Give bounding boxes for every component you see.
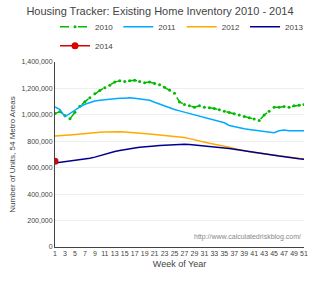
svg-text:2011: 2011 (158, 23, 176, 32)
svg-text:3: 3 (63, 250, 67, 257)
svg-text:1: 1 (53, 250, 57, 257)
svg-text:39: 39 (240, 250, 248, 257)
svg-text:31: 31 (201, 250, 209, 257)
svg-text:23: 23 (161, 250, 169, 257)
svg-text:9: 9 (93, 250, 97, 257)
svg-text:2014: 2014 (95, 42, 113, 51)
svg-text:800,000: 800,000 (27, 138, 52, 145)
svg-text:27: 27 (181, 250, 189, 257)
svg-text:37: 37 (230, 250, 238, 257)
svg-text:11: 11 (101, 250, 108, 257)
svg-text:45: 45 (270, 250, 278, 257)
svg-text:21: 21 (151, 250, 159, 257)
svg-text:600,000: 600,000 (27, 164, 52, 171)
svg-text:7: 7 (83, 250, 87, 257)
svg-text:35: 35 (220, 250, 228, 257)
svg-text:Housing Tracker: Existing Home: Housing Tracker: Existing Home Inventory… (26, 5, 293, 17)
svg-text:400,000: 400,000 (27, 191, 52, 198)
svg-text:2013: 2013 (285, 23, 303, 32)
svg-text:15: 15 (121, 250, 129, 257)
svg-text:Week of Year: Week of Year (153, 259, 206, 269)
svg-text:200,000: 200,000 (27, 217, 52, 224)
svg-text:49: 49 (290, 250, 298, 257)
svg-text:1,000,000: 1,000,000 (21, 111, 52, 118)
svg-text:2012: 2012 (222, 23, 240, 32)
svg-text:47: 47 (280, 250, 288, 257)
svg-text:http://www.calculatedriskblog.: http://www.calculatedriskblog.com/ (194, 233, 301, 241)
svg-text:41: 41 (250, 250, 258, 257)
svg-text:17: 17 (131, 250, 139, 257)
svg-text:1,400,000: 1,400,000 (21, 58, 52, 65)
svg-text:33: 33 (210, 250, 218, 257)
svg-text:2010: 2010 (95, 23, 113, 32)
svg-text:51: 51 (300, 250, 308, 257)
svg-text:1,200,000: 1,200,000 (21, 85, 52, 92)
svg-text:19: 19 (141, 250, 149, 257)
svg-text:13: 13 (111, 250, 119, 257)
svg-text:43: 43 (260, 250, 268, 257)
svg-text:25: 25 (171, 250, 179, 257)
svg-text:5: 5 (73, 250, 77, 257)
svg-text:29: 29 (191, 250, 199, 257)
svg-text:0: 0 (49, 243, 53, 250)
svg-text:Number of Units, 54 Metro Area: Number of Units, 54 Metro Areas (8, 96, 17, 213)
